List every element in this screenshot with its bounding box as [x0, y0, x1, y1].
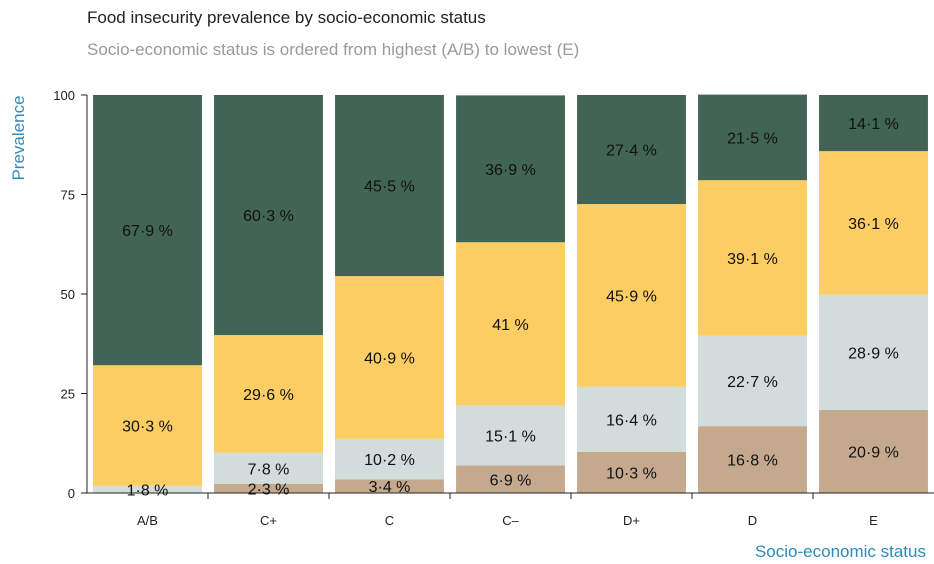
bar-segment: [214, 334, 323, 453]
y-tick-label: 0: [68, 486, 75, 501]
data-label: 14·1 %: [848, 116, 899, 133]
x-tick-label: C–: [502, 513, 519, 528]
bar-segment: [335, 276, 444, 439]
bar-segment: [456, 242, 565, 406]
chart-title: Food insecurity prevalence by socio-econ…: [87, 8, 486, 27]
bar-segment: [214, 452, 323, 484]
bar-segment: [577, 386, 686, 453]
data-label: 22·7 %: [727, 374, 778, 391]
bar-segment: [819, 409, 928, 493]
data-label: 3·4 %: [369, 479, 411, 496]
y-tick-label: 25: [61, 387, 75, 402]
data-label: 30·3 %: [122, 419, 173, 436]
bar-segment: [93, 365, 202, 486]
bar-segment: [577, 452, 686, 493]
bar-group: [93, 94, 928, 493]
bar-segment: [93, 95, 202, 366]
bar-segment: [456, 465, 565, 493]
data-label: 67·9 %: [122, 223, 173, 240]
x-tick-label: C: [385, 513, 394, 528]
x-tick-label: E: [869, 513, 878, 528]
x-tick-label: D+: [623, 513, 640, 528]
data-label: 1·8 %: [127, 482, 169, 499]
bar-segment: [335, 95, 444, 277]
bar-segment: [577, 95, 686, 205]
data-label: 20·9 %: [848, 444, 899, 461]
data-label: 29·6 %: [243, 387, 294, 404]
bar-segment: [335, 479, 444, 493]
bar-segment: [698, 335, 807, 427]
bar-segment: [819, 95, 928, 152]
bar-segment: [214, 95, 323, 335]
bar-segment: [456, 405, 565, 466]
bar-segment: [819, 294, 928, 410]
data-label: 21·5 %: [727, 130, 778, 147]
data-label: 7·8 %: [248, 461, 290, 478]
bar-segment: [698, 180, 807, 336]
data-label: 36·9 %: [485, 162, 536, 179]
bar-segment: [698, 426, 807, 493]
data-label: 16·8 %: [727, 453, 778, 470]
data-label: 60·3 %: [243, 208, 294, 225]
axes: A/B C+ C C– D+ D E 0 25 50 75 100: [53, 88, 934, 528]
data-label: 40·9 %: [364, 350, 415, 367]
x-tick-label: D: [748, 513, 757, 528]
bar-segment: [214, 483, 323, 493]
data-label: 39·1 %: [727, 251, 778, 268]
data-label: 28·9 %: [848, 345, 899, 362]
y-axis-title: Prevalence: [9, 95, 28, 180]
bar-segment: [93, 485, 202, 493]
bar-segment: [698, 94, 807, 181]
x-tick-label: C+: [260, 513, 277, 528]
bar-segment: [819, 151, 928, 295]
y-tick-label: 100: [53, 88, 75, 103]
bar-segment: [335, 438, 444, 480]
y-tick-label: 50: [61, 287, 75, 302]
y-tick-label: 75: [61, 188, 75, 203]
data-label: 15·1 %: [485, 428, 536, 445]
data-label: 27·4 %: [606, 143, 657, 160]
bar-segment: [456, 95, 565, 243]
data-label: 45·9 %: [606, 288, 657, 305]
data-label: 2·3 %: [248, 481, 290, 498]
data-label: 16·4 %: [606, 412, 657, 429]
data-label: 36·1 %: [848, 216, 899, 233]
x-axis-title: Socio-economic status: [755, 542, 926, 561]
data-label: 10·3 %: [606, 466, 657, 483]
chart-subtitle: Socio-economic status is ordered from hi…: [87, 40, 580, 59]
data-label: 45·5 %: [364, 179, 415, 196]
data-label: 41 %: [492, 317, 528, 334]
data-label: 6·9 %: [490, 472, 532, 489]
segment-labels: 1·8 % 30·3 % 67·9 % 2·3 % 7·8 % 29·6 % 60·3 % 3…: [122, 116, 899, 499]
bar-segment: [577, 204, 686, 387]
data-label: 10·2 %: [364, 452, 415, 469]
x-tick-label: A/B: [137, 513, 158, 528]
